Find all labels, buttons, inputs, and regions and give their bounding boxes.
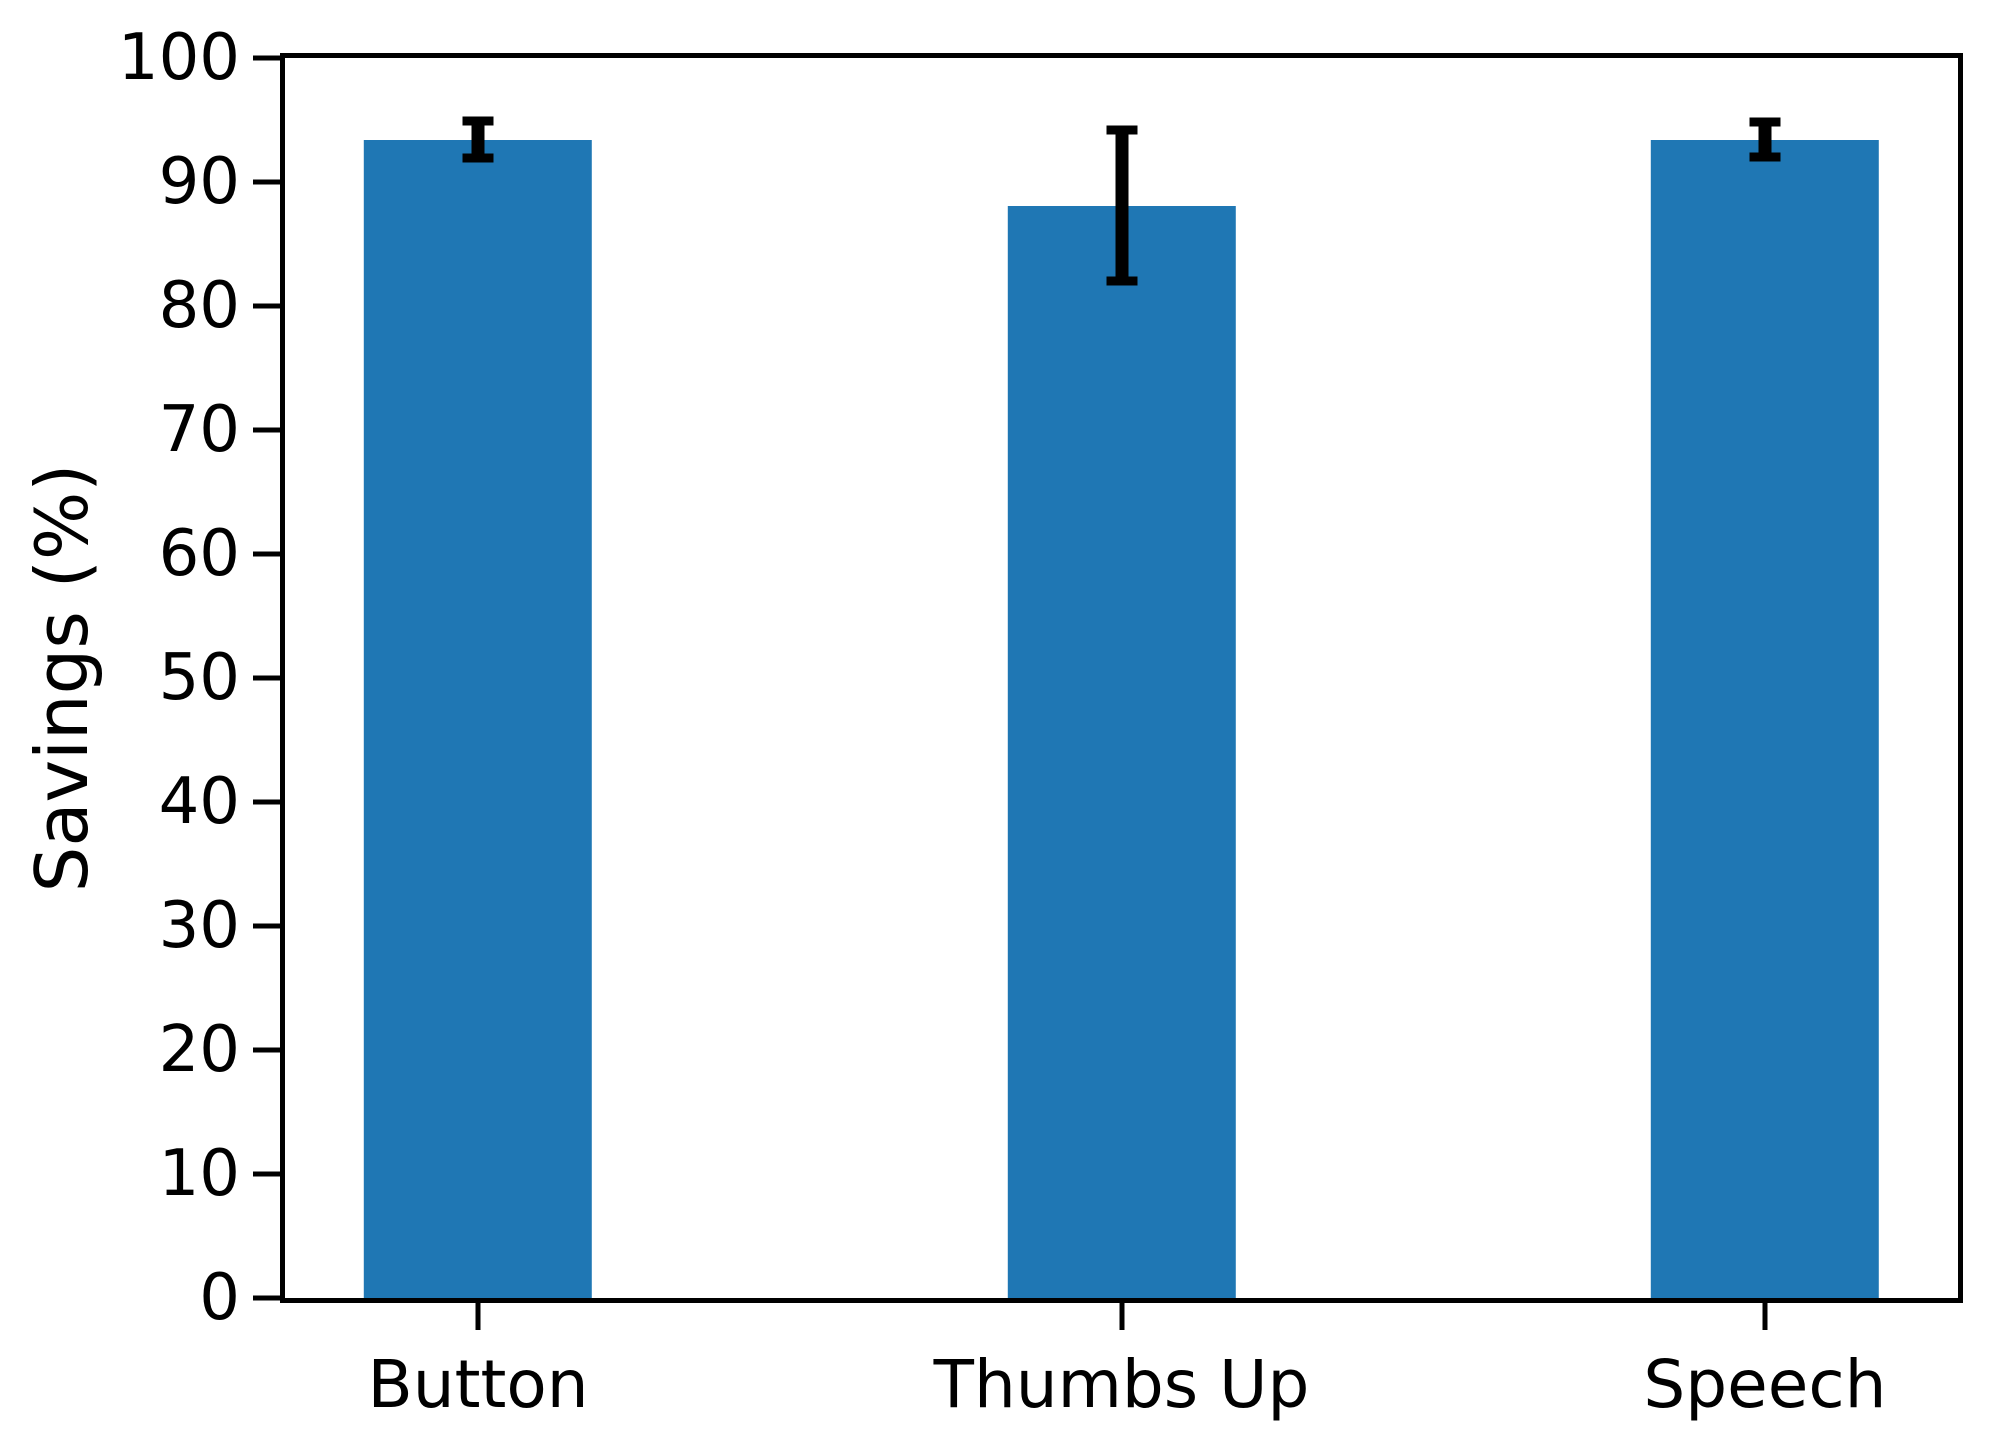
error-bar-cap-bottom	[1749, 152, 1781, 162]
bar-button	[363, 139, 593, 1298]
y-tick-label: 0	[199, 1261, 240, 1335]
y-tick-mark	[253, 799, 280, 805]
bar-speech	[1650, 139, 1880, 1298]
error-bar-line	[1115, 129, 1128, 282]
y-tick-label: 70	[158, 393, 240, 467]
error-bar-cap-top	[1106, 125, 1137, 135]
y-tick-label: 30	[158, 889, 240, 963]
y-tick-mark	[253, 923, 280, 929]
error-bar-cap-bottom	[462, 153, 494, 163]
x-tick-mark	[1762, 1303, 1768, 1330]
y-tick-label: 40	[158, 765, 240, 839]
x-tick-mark	[1119, 1303, 1124, 1330]
y-tick-mark	[253, 55, 280, 61]
error-bar-cap-top	[462, 116, 494, 126]
y-tick-mark	[253, 1047, 280, 1053]
x-tick-label-button: Button	[367, 1346, 589, 1423]
y-tick-label: 60	[158, 517, 240, 591]
y-tick-mark	[253, 303, 280, 309]
y-tick-label: 90	[158, 145, 240, 219]
error-bar-cap-bottom	[1106, 276, 1137, 286]
y-tick-mark	[253, 1295, 280, 1301]
x-tick-label-thumbs-up: Thumbs Up	[933, 1346, 1310, 1423]
x-tick-mark	[475, 1303, 481, 1330]
y-tick-label: 50	[158, 641, 240, 715]
bar-thumbs-up	[1007, 205, 1236, 1298]
x-tick-label-speech: Speech	[1643, 1346, 1887, 1423]
y-tick-mark	[253, 1171, 280, 1177]
y-tick-label: 20	[158, 1013, 240, 1087]
y-tick-mark	[253, 675, 280, 681]
y-tick-label: 80	[158, 269, 240, 343]
error-bar-line	[471, 121, 485, 159]
y-tick-label: 100	[117, 21, 240, 95]
y-tick-mark	[253, 551, 280, 557]
error-bar-line	[1758, 122, 1772, 158]
y-tick-label: 10	[158, 1137, 240, 1211]
y-tick-mark	[253, 427, 280, 433]
y-tick-mark	[253, 179, 280, 185]
plot-area: 0 10 20 30 40 50 60 70 80 90 100 Button Thumbs Up Sp…	[118, 26, 1963, 1418]
error-bar-cap-top	[1749, 117, 1781, 127]
